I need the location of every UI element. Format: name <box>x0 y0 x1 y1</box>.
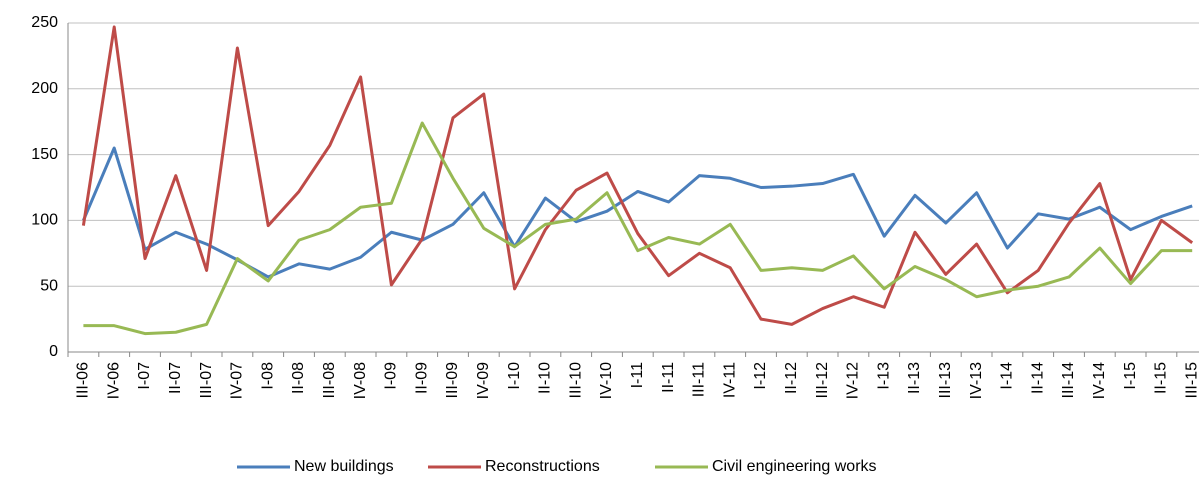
x-tick-label: III-09 <box>444 362 461 399</box>
y-tick-label: 150 <box>31 146 58 163</box>
legend-label: Reconstructions <box>485 458 600 475</box>
y-tick-label: 50 <box>40 277 58 294</box>
x-tick-label: IV-11 <box>721 362 738 398</box>
y-tick-label: 100 <box>31 212 58 229</box>
x-tick-label: III-12 <box>814 362 831 399</box>
x-tick-label: III-13 <box>937 362 954 399</box>
legend-label: New buildings <box>294 458 394 475</box>
x-tick-label: III-06 <box>75 362 92 399</box>
legend-label: Civil engineering works <box>712 458 877 475</box>
x-tick-label: II-08 <box>290 362 307 394</box>
x-tick-label: III-14 <box>1060 362 1077 399</box>
x-tick-label: III-08 <box>321 362 338 399</box>
x-tick-label: I-13 <box>875 362 892 390</box>
x-tick-label: II-12 <box>783 362 800 394</box>
y-tick-label: 200 <box>31 80 58 97</box>
x-tick-label: IV-08 <box>352 362 369 399</box>
y-tick-label: 250 <box>31 14 58 31</box>
x-tick-label: IV-12 <box>845 362 862 399</box>
x-tick-label: III-15 <box>1183 362 1199 399</box>
x-tick-label: II-09 <box>413 362 430 394</box>
x-tick-label: IV-09 <box>475 362 492 399</box>
x-tick-label: I-09 <box>383 362 400 390</box>
x-tick-label: II-13 <box>906 362 923 394</box>
series-line <box>82 146 1193 279</box>
x-tick-label: I-15 <box>1122 362 1139 390</box>
x-tick-label: I-14 <box>999 362 1016 390</box>
x-tick-label: I-07 <box>136 362 153 390</box>
y-tick-label: 0 <box>49 343 58 360</box>
x-tick-label: III-10 <box>567 362 584 399</box>
x-tick-label: III-11 <box>691 362 708 397</box>
x-tick-label: III-07 <box>198 362 215 399</box>
x-tick-label: IV-13 <box>968 362 985 399</box>
x-tick-label: I-11 <box>629 362 646 388</box>
series-line <box>81 25 1194 326</box>
series-line <box>83 121 1193 336</box>
x-tick-label: II-15 <box>1153 362 1170 394</box>
x-tick-label: I-12 <box>752 362 769 390</box>
x-tick-label: I-08 <box>259 362 276 390</box>
x-tick-label: II-11 <box>660 362 677 393</box>
x-tick-label: IV-10 <box>598 362 615 399</box>
x-tick-label: II-07 <box>167 362 184 394</box>
x-tick-label: I-10 <box>506 362 523 390</box>
x-tick-label: IV-14 <box>1091 362 1108 399</box>
x-tick-label: II-10 <box>537 362 554 394</box>
x-tick-label: IV-07 <box>229 362 246 399</box>
x-tick-label: IV-06 <box>105 362 122 399</box>
x-tick-label: II-14 <box>1029 362 1046 394</box>
